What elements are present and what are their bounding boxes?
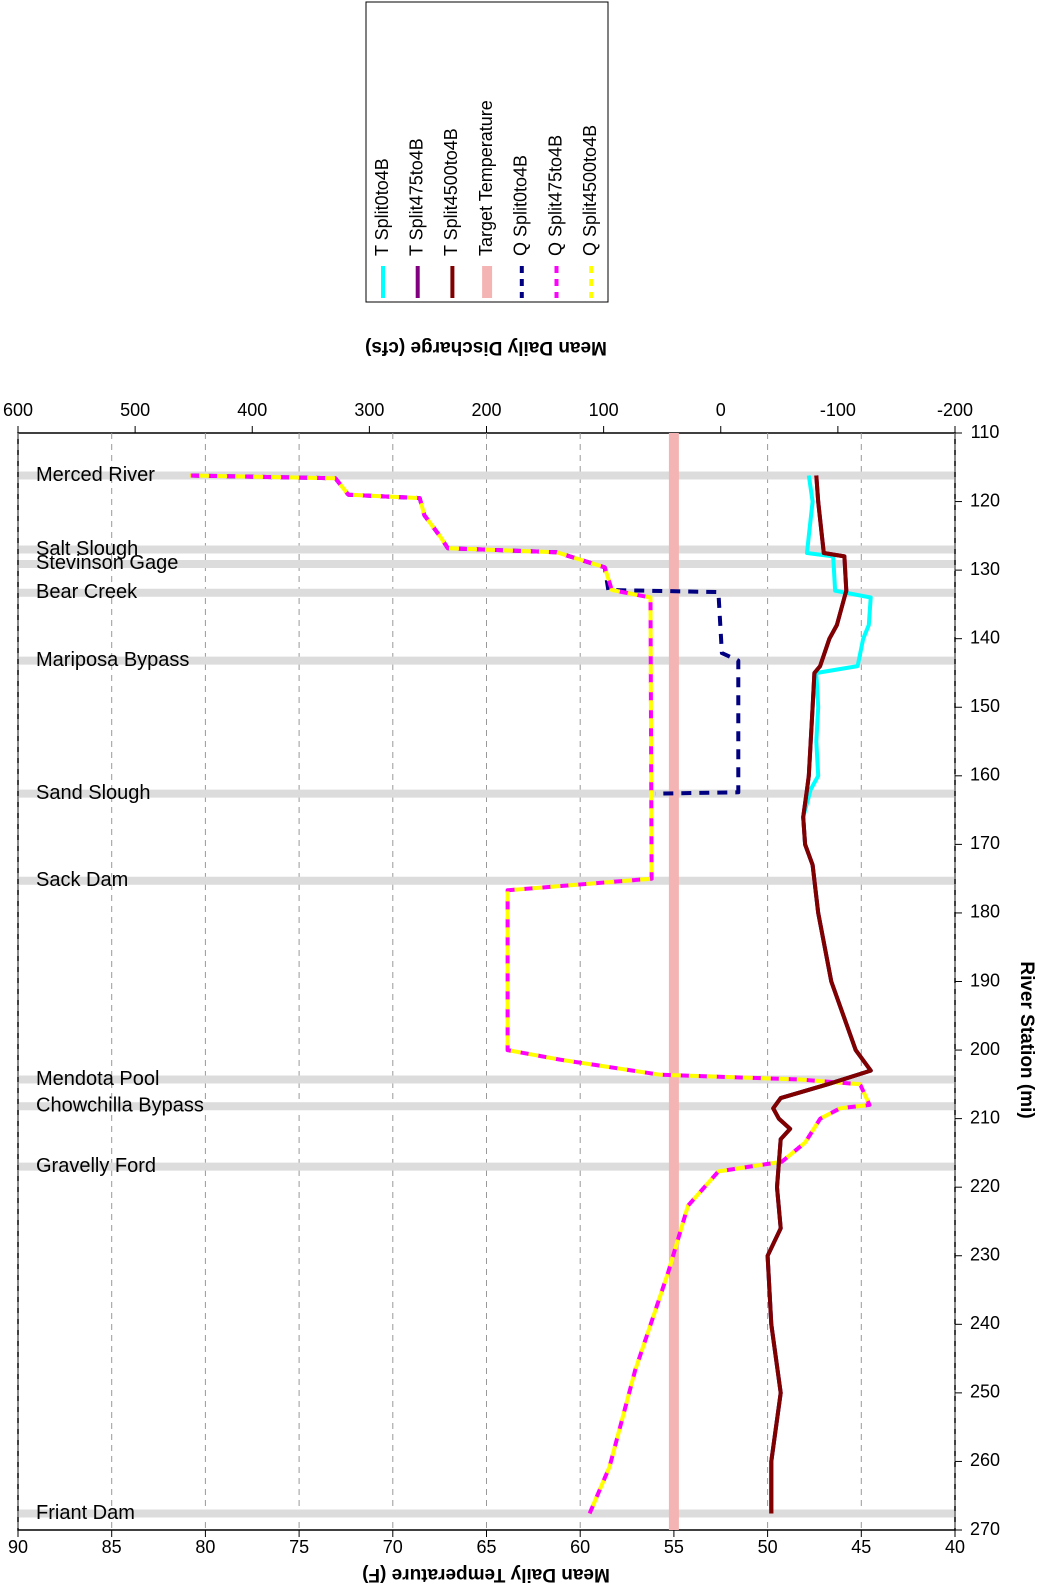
y-tick-label: 40: [945, 1537, 965, 1557]
y2-tick-label: 500: [120, 400, 150, 420]
y2-tick-label: 300: [354, 400, 384, 420]
legend-label: Target Temperature: [476, 100, 496, 256]
x-tick-label: 200: [970, 1039, 1000, 1059]
x-tick-label: 140: [970, 627, 1000, 647]
x-axis-title: River Station (mi): [1016, 961, 1037, 1118]
y-axis-title: Mean Daily Temperature (F): [362, 1564, 610, 1585]
series-line: [765, 475, 873, 1514]
y-tick-label: 85: [102, 1537, 122, 1557]
y2-tick-label: -100: [820, 400, 856, 420]
legend-label: Q Split475to4B: [545, 135, 565, 256]
landmark-label: Bear Creek: [36, 581, 138, 603]
y2-tick-label: 100: [589, 400, 619, 420]
landmark-label: Merced River: [36, 464, 155, 486]
x-tick-label: 250: [970, 1382, 1000, 1402]
landmark-label: Mariposa Bypass: [36, 649, 189, 671]
y2-axis-title: Mean Daily Discharge (cfs): [365, 337, 607, 358]
landmark-label: Sand Slough: [36, 782, 151, 804]
legend-label: Q Split4500to4B: [580, 125, 600, 256]
x-tick-label: 110: [971, 422, 1000, 442]
y2-tick-label: 200: [471, 400, 501, 420]
x-tick-label: 150: [970, 696, 1000, 716]
landmark-label: Mendota Pool: [36, 1068, 159, 1090]
legend-label: T Split4500to4B: [441, 128, 461, 256]
y-tick-label: 45: [851, 1537, 871, 1557]
y-tick-label: 50: [758, 1537, 778, 1557]
x-tick-label: 170: [970, 833, 1000, 853]
x-tick-label: 120: [970, 490, 1000, 510]
legend-box: [365, 1, 609, 303]
x-tick-label: 240: [970, 1313, 1000, 1333]
y2-tick-label: 600: [3, 400, 33, 420]
x-tick-label: 180: [970, 902, 1000, 922]
landmark-label: Salt Slough: [36, 538, 138, 560]
x-tick-label: 210: [970, 1107, 1000, 1127]
y-tick-label: 55: [664, 1537, 684, 1557]
y-tick-label: 65: [476, 1537, 496, 1557]
y2-tick-label: 400: [237, 400, 267, 420]
series-line: [190, 473, 872, 1515]
x-tick-label: 270: [970, 1519, 1000, 1539]
legend-label: Q Split0to4B: [511, 155, 531, 256]
y2-tick-label: 0: [716, 400, 726, 420]
y2-tick-label: -200: [937, 400, 973, 420]
x-tick-label: 220: [970, 1176, 1000, 1196]
x-tick-label: 230: [970, 1245, 1000, 1265]
x-tick-label: 260: [970, 1450, 1000, 1470]
y-tick-label: 80: [195, 1537, 215, 1557]
landmark-label: Sack Dam: [36, 869, 128, 891]
x-tick-label: 160: [970, 765, 1000, 785]
y-tick-label: 60: [570, 1537, 590, 1557]
legend-label: T Split475to4B: [406, 138, 426, 256]
landmark-label: Gravelly Ford: [36, 1155, 156, 1177]
landmark-label: Chowchilla Bypass: [36, 1095, 204, 1117]
landmark-label: Friant Dam: [36, 1502, 135, 1524]
x-tick-label: 130: [970, 559, 1000, 579]
plot-frame: [17, 432, 956, 1531]
landmark-label: Stevinson Gage: [36, 552, 178, 574]
y-tick-label: 90: [8, 1537, 28, 1557]
legend-label: T Split0to4B: [372, 158, 392, 256]
series-line: [190, 473, 872, 1515]
x-tick-label: 190: [970, 970, 1000, 990]
y-tick-label: 75: [289, 1537, 309, 1557]
y-tick-label: 70: [383, 1537, 403, 1557]
